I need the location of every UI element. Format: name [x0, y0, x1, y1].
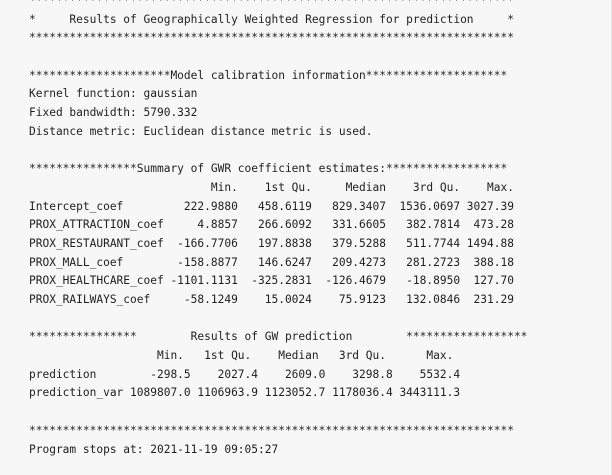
- console-line-blank: [29, 142, 527, 161]
- console-line-title: * Results of Geographically Weighted Reg…: [29, 12, 514, 26]
- console-line-coef-row: PROX_RESTAURANT_coef -166.7706 197.8838 …: [29, 236, 514, 250]
- console-line-blank: [29, 403, 527, 422]
- console-line-kernel-function: Kernel function: gaussian: [29, 87, 198, 101]
- console-line-border: ****************************************…: [29, 31, 514, 45]
- console-line-model-calibration-header: *********************Model calibration i…: [29, 68, 508, 82]
- console-line-coef-row: PROX_HEALTHCARE_coef -1101.1131 -325.283…: [29, 274, 514, 288]
- console-text: ****************************************…: [29, 0, 528, 456]
- console-line-distance-metric: Distance metric: Euclidean distance metr…: [29, 124, 373, 138]
- console-line-prediction-column-headers: Min. 1st Qu. Median 3rd Qu. Max.: [29, 349, 454, 363]
- console-line-blank: [29, 48, 527, 67]
- console-line-coef-row: Intercept_coef 222.9880 458.6119 829.340…: [29, 199, 514, 213]
- console-line-border-top: ****************************************…: [29, 0, 514, 7]
- console-line-coef-column-headers: Min. 1st Qu. Median 3rd Qu. Max.: [29, 180, 514, 194]
- console-line-prediction-header: **************** Results of GW predictio…: [29, 330, 528, 344]
- console-line-blank: [29, 310, 527, 329]
- console-line-program-stops: Program stops at: 2021-11-19 09:05:27: [29, 442, 279, 456]
- console-line-prediction-var-row: prediction_var 1089807.0 1106963.9 11230…: [29, 386, 461, 400]
- console-line-prediction-row: prediction -298.5 2027.4 2609.0 3298.8 5…: [29, 367, 461, 381]
- console-line-coef-row: PROX_MALL_coef -158.8877 146.6247 209.42…: [29, 255, 514, 269]
- console-line-border-bottom: ****************************************…: [29, 423, 514, 437]
- console-line-coef-summary-header: ****************Summary of GWR coefficie…: [29, 162, 508, 176]
- console-line-coef-row: PROX_ATTRACTION_coef 4.8857 266.6092 331…: [29, 218, 514, 232]
- console-line-fixed-bandwidth: Fixed bandwidth: 5790.332: [29, 106, 198, 120]
- console-line-coef-row: PROX_RAILWAYS_coef -58.1249 15.0024 75.9…: [29, 293, 514, 306]
